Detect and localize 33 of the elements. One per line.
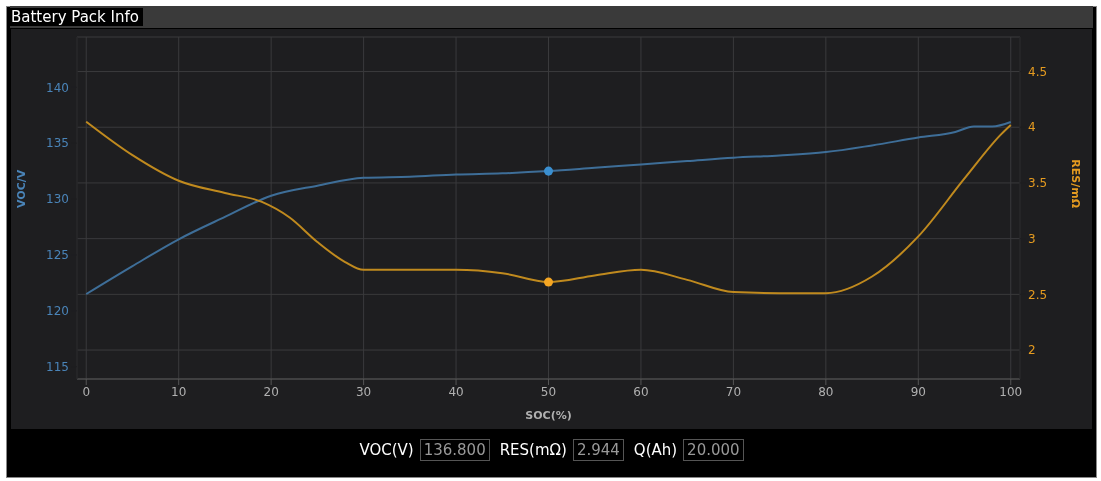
y-tick-label: 125 [46, 248, 69, 263]
y2-tick-label: 3.5 [1028, 176, 1048, 191]
x-tick-label: 40 [448, 384, 464, 399]
text: VOC(V) [359, 441, 414, 459]
y-tick-label: 130 [46, 192, 69, 207]
text: 2.944 [572, 439, 624, 461]
x-tick-label: 0 [82, 384, 91, 399]
y2-tick-label: 2.5 [1028, 287, 1048, 302]
x-tick-label: 90 [910, 384, 926, 399]
y-tick-label: 135 [46, 136, 69, 151]
text: 20.000 [683, 439, 744, 461]
y-tick-label: 115 [46, 359, 69, 374]
y-axis-title: VOC/V [14, 169, 28, 208]
text: RES(mΩ) [499, 441, 567, 459]
y2-tick-label: 2 [1028, 343, 1036, 358]
y2-tick-label: 4.5 [1028, 64, 1048, 79]
text: 136.800 [419, 439, 490, 461]
x-tick-label: 30 [355, 384, 372, 399]
x-tick-label: 50 [540, 384, 557, 399]
x-tick-label: 10 [171, 384, 187, 399]
y-tick-label: 140 [46, 80, 69, 95]
x-tick-label: 60 [633, 384, 649, 399]
x-tick-label: 80 [818, 384, 834, 399]
chart-title: Battery Pack Info [9, 8, 143, 26]
y-tick-label: 120 [46, 304, 69, 319]
x-axis-title: SOC(%) [525, 409, 572, 422]
y2-tick-label: 3 [1028, 231, 1036, 246]
y2-tick-label: 4 [1028, 120, 1036, 135]
text: Q(Ah) [633, 441, 678, 459]
y2-axis-title: RES/mΩ [1069, 159, 1083, 209]
x-tick-label: 100 [999, 384, 1023, 399]
x-tick-label: 20 [263, 384, 279, 399]
x-tick-label: 70 [725, 384, 742, 399]
